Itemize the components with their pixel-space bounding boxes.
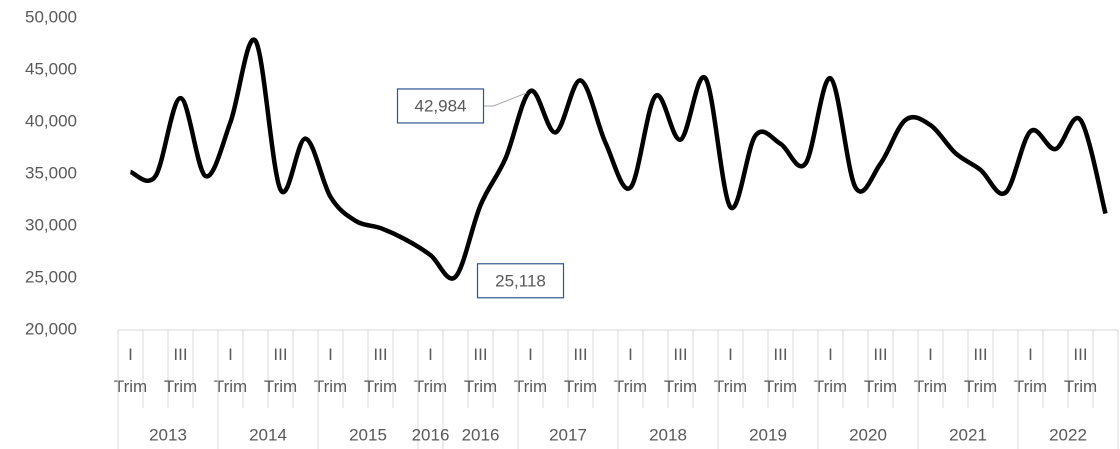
group-label: 2015: [349, 425, 387, 444]
y-tick-label: 35,000: [25, 163, 77, 182]
x-tick-label: III Trim: [764, 345, 797, 396]
group-label: 2013: [149, 425, 187, 444]
x-tick-label: III Trim: [664, 345, 697, 396]
x-tick-label: I Trim: [314, 345, 347, 396]
y-tick-label: 45,000: [25, 59, 77, 78]
x-tick-label: III Trim: [564, 345, 597, 396]
data-label-box: [476, 263, 565, 299]
group-label: 2018: [649, 425, 687, 444]
y-tick-label: 30,000: [25, 215, 77, 234]
x-tick-label: I Trim: [214, 345, 247, 396]
y-tick-label: 40,000: [25, 111, 77, 130]
group-label: 2017: [549, 425, 587, 444]
data-label: 25,118: [495, 271, 546, 290]
x-tick-label: III Trim: [264, 345, 297, 396]
x-tick-label: III Trim: [864, 345, 897, 396]
x-tick-label: I Trim: [814, 345, 847, 396]
x-tick-label: I Trim: [1014, 345, 1047, 396]
group-label: 2021: [949, 425, 987, 444]
x-tick-label: I Trim: [614, 345, 647, 396]
y-tick-label: 20,000: [25, 319, 77, 338]
x-tick-label: III Trim: [364, 345, 397, 396]
group-label: 2016: [462, 425, 500, 444]
data-label-box: [396, 88, 485, 124]
y-tick-label: 50,000: [25, 7, 77, 26]
x-tick-label: III Trim: [464, 345, 497, 396]
x-tick-label: III Trim: [164, 345, 197, 396]
x-tick-label: III Trim: [964, 345, 997, 396]
x-tick-label: I Trim: [714, 345, 747, 396]
x-tick-label: I Trim: [114, 345, 147, 396]
group-label: 2020: [849, 425, 887, 444]
x-tick-label: I Trim: [414, 345, 447, 396]
x-tick-label: I Trim: [514, 345, 547, 396]
data-label: 42,984: [415, 96, 467, 115]
group-label: 2019: [749, 425, 787, 444]
x-tick-label: I Trim: [914, 345, 947, 396]
x-tick-label: III Trim: [1064, 345, 1097, 396]
series-line: [129, 37, 1108, 281]
group-label: 2014: [249, 425, 287, 444]
leader-line: [483, 92, 527, 107]
group-label: 2016: [412, 425, 450, 444]
group-label: 2022: [1049, 425, 1087, 444]
y-tick-label: 25,000: [25, 267, 77, 286]
